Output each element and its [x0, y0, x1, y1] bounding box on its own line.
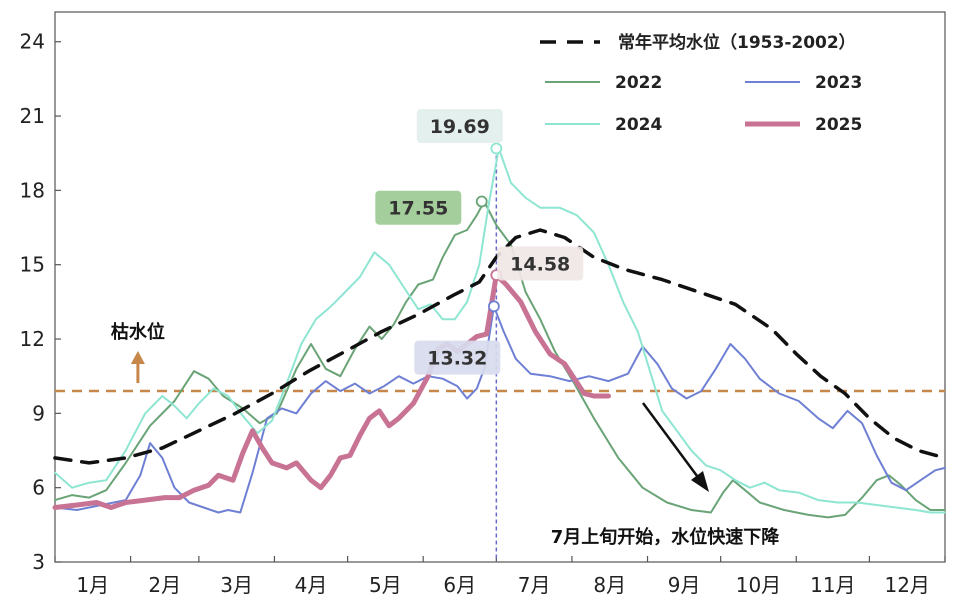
- callout-box-2024: [416, 108, 503, 143]
- threshold-arrow-head: [130, 351, 145, 365]
- peak-marker-2023: [488, 300, 500, 313]
- y-tick-label: 18: [20, 178, 45, 202]
- x-axis: 1月 2月 3月 4月 5月 6月 7月 8月 9月 10月 11月 12月: [54, 556, 946, 597]
- x-tick-label: 1月: [76, 573, 109, 597]
- y-tick-label: 6: [32, 476, 45, 500]
- series-lines: [52, 147, 947, 519]
- legend: 常年平均水位（1953-2002） 2022 2023 2024 2025: [540, 32, 862, 135]
- x-tick-label: 7月: [518, 573, 551, 597]
- x-tick-label: 9月: [668, 573, 701, 597]
- decline-arrow-shaft: [641, 402, 702, 481]
- series-line-average: [53, 228, 947, 465]
- callout-label-2022: 17.55: [388, 198, 448, 220]
- legend-label-2025: 2025: [815, 115, 862, 135]
- x-tick-label: 8月: [593, 573, 626, 597]
- y-tick-label: 3: [32, 550, 45, 574]
- peak-marker-2024: [490, 142, 503, 155]
- y-tick-label: 9: [32, 401, 45, 425]
- legend-label-2023: 2023: [815, 73, 862, 93]
- decline-annotation-text: 7月上旬开始，水位快速下降: [551, 526, 781, 548]
- y-tick-label: 15: [20, 253, 45, 277]
- series-line-2022: [54, 200, 946, 519]
- y-tick-label: 12: [20, 327, 45, 351]
- callout-box-2023: [414, 340, 501, 375]
- plot-frame: [54, 11, 946, 563]
- series-line-2024: [54, 147, 946, 514]
- x-tick-label: 10月: [736, 573, 781, 597]
- x-tick-label: 3月: [220, 573, 253, 597]
- decline-arrow-head: [691, 471, 709, 492]
- y-tick-label: 21: [20, 104, 45, 128]
- legend-label-average: 常年平均水位（1953-2002）: [618, 32, 856, 53]
- legend-label-2022: 2022: [615, 73, 662, 93]
- decline-annotation: 7月上旬开始，水位快速下降: [551, 402, 781, 548]
- callout-label-2025: 14.58: [510, 253, 570, 275]
- legend-label-2024: 2024: [615, 115, 662, 135]
- threshold-label: 枯水位: [111, 321, 165, 343]
- series-line-2025: [52, 272, 611, 510]
- callout-box-2025: [497, 246, 584, 281]
- x-tick-label: 6月: [443, 573, 476, 597]
- callout-label-2023: 13.32: [427, 348, 487, 370]
- series-line-2023: [54, 305, 946, 514]
- peak-marker-2022: [475, 195, 488, 208]
- x-tick-label: 11月: [810, 573, 855, 597]
- peak-callouts: 19.69 17.55 14.58 13.32: [375, 108, 584, 375]
- dry-season-threshold: 枯水位: [55, 321, 945, 393]
- x-tick-label: 2月: [148, 573, 181, 597]
- x-tick-label: 5月: [369, 573, 402, 597]
- x-tick-label: 12月: [884, 573, 929, 597]
- y-tick-label: 24: [20, 30, 45, 54]
- callout-box-2022: [375, 190, 462, 225]
- x-tick-label: 4月: [295, 573, 328, 597]
- y-axis: 3 6 9 12 15 18 21 24: [20, 30, 61, 574]
- callout-label-2024: 19.69: [430, 116, 490, 138]
